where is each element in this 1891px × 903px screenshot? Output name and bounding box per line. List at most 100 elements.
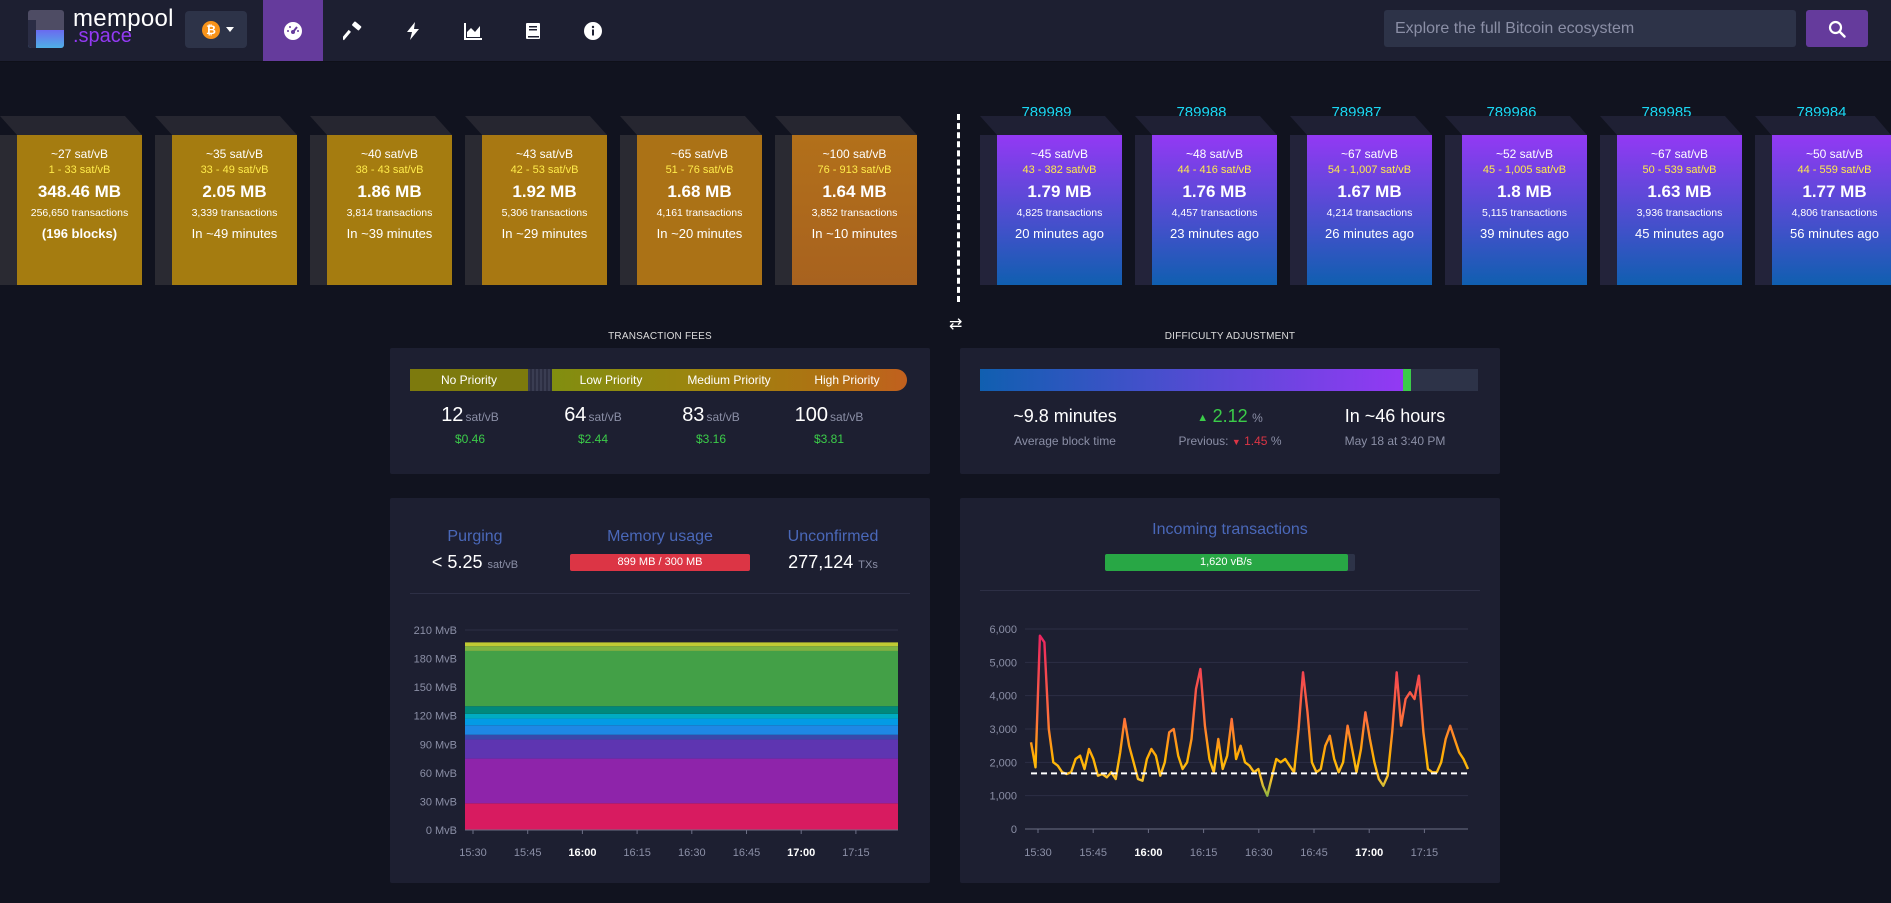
incoming-transactions-panel: Incoming transactions 1,620 vB/s 0 1,000 2… [960,498,1500,883]
block-age: 26 minutes ago [1325,226,1414,241]
block-fee-range: 76 - 913 sat/vB [817,164,892,176]
fee-value: 83 [682,404,705,426]
nav-mining[interactable] [323,0,383,61]
incoming-transactions-label: Incoming transactions [1152,521,1308,538]
confirmed-block[interactable]: ~67 sat/vB 50 - 539 sat/vB 1.63 MB 3,936… [1600,116,1742,285]
previous-change-value: 1.45 [1244,434,1268,448]
fee-segment-medium-priority: Medium Priority [687,373,771,387]
arrow-up-icon: ▲ [1197,411,1209,424]
nav-dashboard[interactable] [263,0,323,61]
difficulty-change-value: 2.12 [1212,406,1248,426]
block-fee-range: 51 - 76 sat/vB [665,164,734,176]
difficulty-progress-current [1403,369,1412,391]
incoming-rate-value: 1,620 vB/s [1200,556,1252,568]
confirmed-block[interactable]: ~52 sat/vB 45 - 1,005 sat/vB 1.8 MB 5,11… [1445,116,1587,285]
incoming-rate-track: 1,620 vB/s [1105,554,1355,571]
difficulty-adjustment-panel: ~9.8 minutes Average block time ▲ 2.12 %… [960,348,1500,474]
block-size: 1.64 MB [822,182,887,201]
fee-value: 12 [441,404,464,426]
block-age: 39 minutes ago [1480,226,1569,241]
block-size: 1.67 MB [1337,182,1402,201]
area-band [465,718,898,726]
fee-segment-gap [528,369,552,391]
nav-about[interactable] [563,0,623,61]
top-navbar: mempool .space ₿ [0,0,1891,62]
purging-label: Purging [447,528,503,545]
search-input[interactable] [1384,10,1796,47]
block-median-fee: ~65 sat/vB [670,147,729,161]
search-button[interactable] [1806,10,1868,47]
block-median-fee: ~50 sat/vB [1805,147,1864,161]
block-median-fee: ~40 sat/vB [360,147,419,161]
nav-lightning[interactable] [383,0,443,61]
logo-line1: mempool [73,5,174,32]
mempool-block[interactable]: ~100 sat/vB 76 - 913 sat/vB 1.64 MB 3,85… [775,116,917,285]
network-selector-button[interactable]: ₿ [185,11,247,48]
mempool-logo-icon[interactable] [28,10,64,48]
block-size: 1.8 MB [1497,182,1552,201]
swap-arrows-icon[interactable]: ⇄ [949,316,963,333]
block-age: 45 minutes ago [1635,226,1724,241]
block-fee-range: 1 - 33 sat/vB [48,164,111,176]
bitcoin-icon: ₿ [202,21,220,39]
fee-value: 64 [564,404,587,426]
block-median-fee: ~52 sat/vB [1495,147,1554,161]
y-tick-label: 4,000 [989,691,1017,703]
avg-block-time: ~9.8 minutes Average block time [980,406,1150,448]
y-tick-label: 210 MvB [414,625,457,637]
y-tick-label: 90 MvB [420,739,457,751]
block-median-fee: ~48 sat/vB [1185,147,1244,161]
logo-text[interactable]: mempool .space [73,5,174,47]
nav-docs[interactable] [503,0,563,61]
confirmed-block[interactable]: ~45 sat/vB 43 - 382 sat/vB 1.79 MB 4,825… [980,116,1122,285]
fee-value: 100 [794,404,828,426]
fee-segment-high-priority: High Priority [814,373,880,387]
x-tick-label: 16:15 [623,847,651,859]
block-tx-count: 3,814 transactions [346,207,433,219]
memory-usage-bar: 899 MB / 300 MB [570,554,750,571]
x-tick-label: 17:00 [1355,847,1383,859]
block-tx-count: 5,115 transactions [1481,207,1568,219]
x-tick-label: 15:30 [459,847,487,859]
confirmed-block[interactable]: ~50 sat/vB 44 - 559 sat/vB 1.77 MB 4,806… [1755,116,1891,285]
y-tick-label: 2,000 [989,757,1017,769]
nav-graphs[interactable] [443,0,503,61]
fee-medium-priority: 83 sat/vB $3.16 [656,404,766,446]
y-tick-label: 5,000 [989,657,1017,669]
incoming-series-line [1029,634,1470,797]
y-tick-label: 60 MvB [420,768,457,780]
block-size: 1.68 MB [667,182,732,201]
block-fee-range: 45 - 1,005 sat/vB [1482,164,1567,176]
transaction-fees-panel: No Priority Low Priority Medium Priority… [390,348,930,474]
block-tx-count: 4,825 transactions [1016,207,1103,219]
block-eta: In ~29 minutes [501,226,588,241]
confirmed-block[interactable]: ~67 sat/vB 54 - 1,007 sat/vB 1.67 MB 4,2… [1290,116,1432,285]
x-tick-label: 17:15 [1411,847,1439,859]
block-tx-count: 256,650 transactions [30,207,129,219]
difficulty-progress-track [980,369,1478,391]
block-eta: In ~10 minutes [811,226,898,241]
fee-unit: sat/vB [830,410,864,424]
block-age: 23 minutes ago [1170,226,1259,241]
block-median-fee: ~35 sat/vB [205,147,264,161]
area-band [465,803,898,830]
area-band [465,758,898,804]
difficulty-progress-fill [980,369,1404,391]
mempool-block[interactable]: ~65 sat/vB 51 - 76 sat/vB 1.68 MB 4,161 … [620,116,762,285]
fee-segment-gradient [552,369,907,391]
memory-usage-label: Memory usage [607,528,713,545]
area-band [465,739,898,759]
gauge-icon [284,21,302,40]
incoming-transactions-chart[interactable]: 0 1,000 2,000 3,000 4,000 5,000 6,000 15:30 15:4… [960,498,1500,883]
mempool-size-chart[interactable]: 0 MvB 30 MvB 60 MvB 90 MvB 120 MvB 150 MvB 180… [390,498,930,883]
mempool-block[interactable]: ~43 sat/vB 42 - 53 sat/vB 1.92 MB 5,306 … [465,116,607,285]
purging-unit: sat/vB [487,559,519,571]
next-adjustment-date: May 18 at 3:40 PM [1344,434,1446,448]
mempool-block[interactable]: ~35 sat/vB 33 - 49 sat/vB 2.05 MB 3,339 … [155,116,297,285]
block-fee-range: 44 - 416 sat/vB [1177,164,1252,176]
confirmed-block[interactable]: ~48 sat/vB 44 - 416 sat/vB 1.76 MB 4,457… [1135,116,1277,285]
mempool-block[interactable]: ~27 sat/vB 1 - 33 sat/vB 348.46 MB 256,6… [0,116,142,285]
mempool-block[interactable]: ~40 sat/vB 38 - 43 sat/vB 1.86 MB 3,814 … [310,116,452,285]
area-band [465,725,898,735]
block-size: 1.86 MB [357,182,422,201]
